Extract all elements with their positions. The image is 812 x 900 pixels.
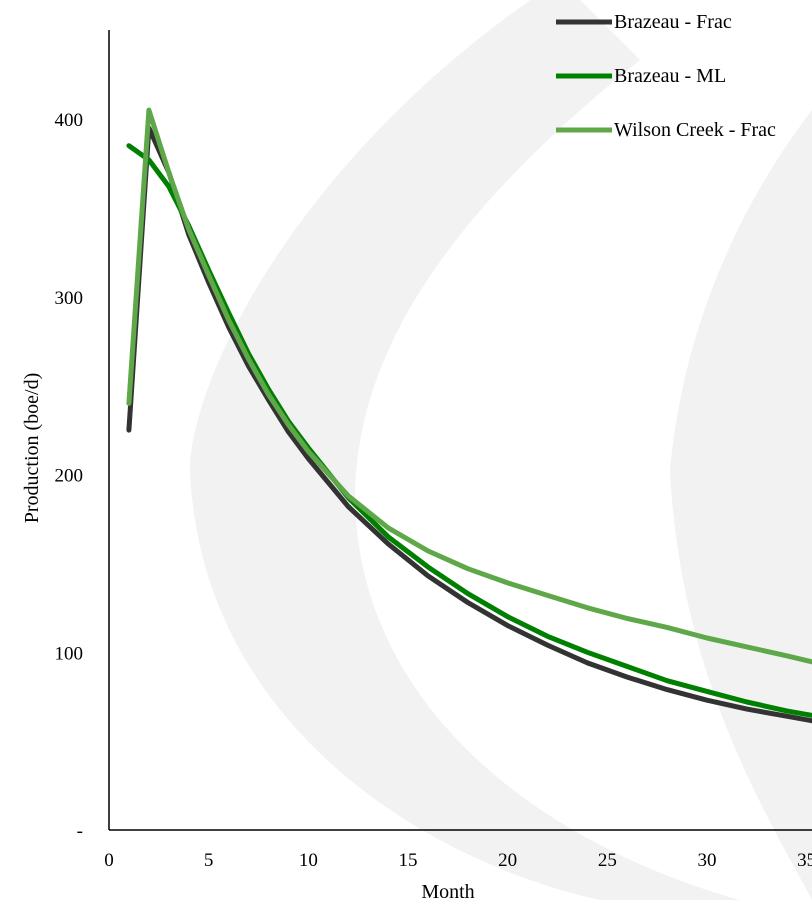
x-tick-label: 0 [104,850,114,871]
series-lines [126,107,812,724]
legend-item: Brazeau - Frac [556,11,732,33]
x-axis-title: Month [421,881,474,900]
watermark-arcs [190,0,812,900]
x-tick-label: 35 [797,850,812,871]
y-axis-title: Production (boe/d) [21,373,43,524]
y-tick-label: 400 [55,110,84,131]
y-tick-label: 100 [55,643,84,664]
y-tick-label: - [77,821,83,842]
y-tick-label: 300 [55,288,84,309]
legend: Brazeau - Frac Brazeau - ML Wilson Creek -… [556,11,776,141]
series-line-3 [126,107,812,665]
legend-label: Brazeau - Frac [614,11,732,33]
y-tick-label: 200 [55,466,84,487]
legend-item: Brazeau - ML [556,65,726,87]
y-tick-labels: - 100 200 300 400 [55,110,84,842]
legend-label: Wilson Creek - Frac [614,119,776,141]
x-tick-label: 10 [299,850,318,871]
series-line-1 [126,125,812,724]
x-tick-label: 5 [204,850,214,871]
x-tick-label: 25 [598,850,617,871]
x-tick-label: 15 [399,850,418,871]
x-tick-labels: 0 5 10 15 20 25 30 35 [104,850,812,871]
x-tick-label: 30 [698,850,717,871]
x-tick-label: 20 [498,850,517,871]
legend-label: Brazeau - ML [614,65,726,87]
legend-item: Wilson Creek - Frac [556,119,776,141]
